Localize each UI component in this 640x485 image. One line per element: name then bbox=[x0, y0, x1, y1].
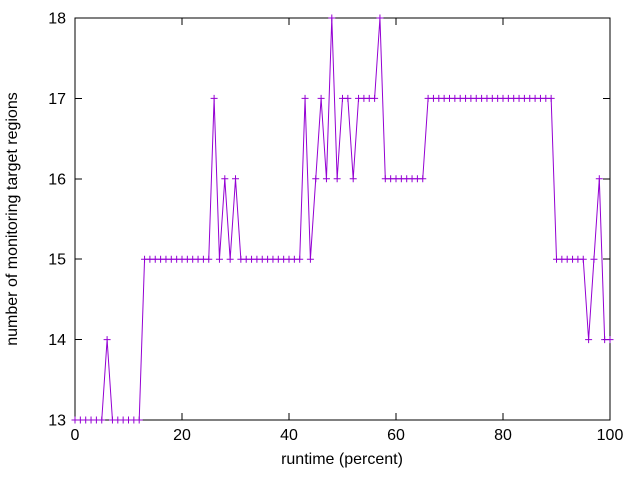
x-axis-label: runtime (percent) bbox=[281, 451, 403, 468]
x-tick-label: 100 bbox=[597, 427, 624, 444]
y-tick-label: 13 bbox=[48, 413, 66, 430]
point-markers bbox=[71, 14, 614, 424]
y-tick-label: 17 bbox=[48, 91, 66, 108]
x-tick-label: 20 bbox=[173, 427, 191, 444]
x-tick-label: 0 bbox=[71, 427, 80, 444]
x-tick-label: 60 bbox=[387, 427, 405, 444]
x-tick-label: 40 bbox=[280, 427, 298, 444]
y-tick-label: 18 bbox=[48, 11, 66, 28]
y-axis-label: number of monitoring target regions bbox=[4, 92, 21, 345]
y-tick-label: 16 bbox=[48, 171, 66, 188]
series-line bbox=[75, 17, 610, 421]
x-tick-label: 80 bbox=[494, 427, 512, 444]
plot-generated-layer: 0 20 40 60 80 100 13 14 15 16 17 18 bbox=[48, 11, 623, 445]
y-tick-label: 15 bbox=[48, 252, 66, 269]
plot-border bbox=[74, 17, 611, 421]
y-tick-label: 14 bbox=[48, 332, 66, 349]
